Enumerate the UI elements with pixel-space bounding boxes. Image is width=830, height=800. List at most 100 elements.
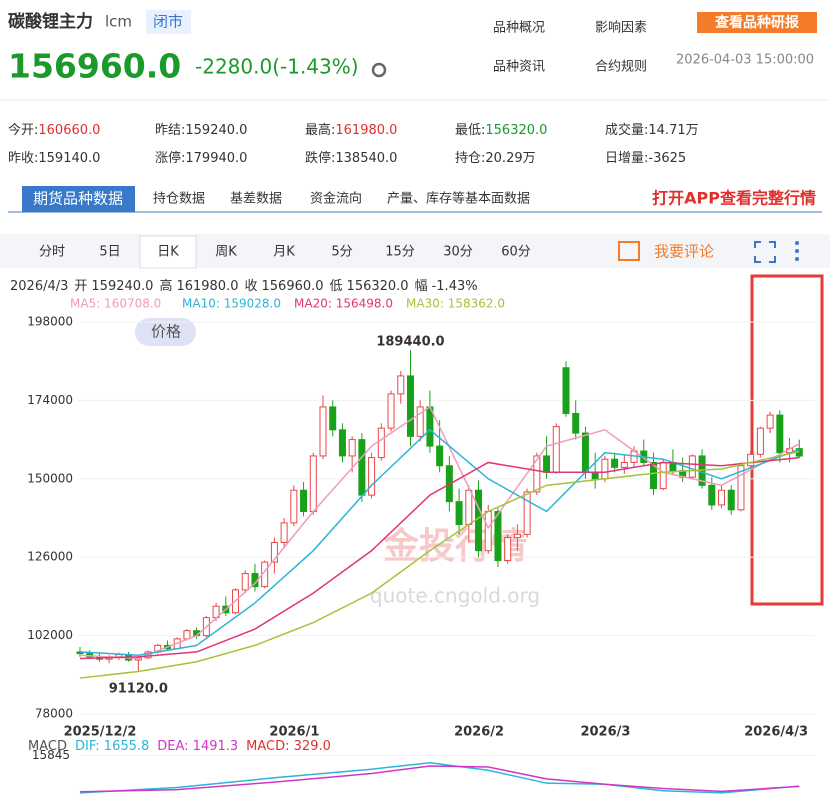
candle-body bbox=[649, 461, 657, 490]
comment-button[interactable]: 我要评论 bbox=[654, 243, 714, 261]
stat-value: 20.29万 bbox=[485, 151, 535, 166]
candle-body bbox=[776, 414, 784, 454]
period-tab-bg[interactable] bbox=[139, 235, 197, 269]
info-label: 收 bbox=[244, 279, 257, 294]
more-icon[interactable] bbox=[795, 241, 799, 261]
stat: 最高:161980.0 bbox=[305, 122, 397, 138]
macd-series: DIF: 1655.8 bbox=[75, 739, 149, 754]
stat: 跌停:138540.0 bbox=[305, 150, 397, 166]
period-tab[interactable]: 周K bbox=[215, 245, 237, 260]
info-value: 159240.0 bbox=[91, 279, 153, 294]
comment-icon[interactable] bbox=[618, 241, 640, 261]
candle-body bbox=[611, 458, 619, 468]
info-value: 161980.0 bbox=[176, 279, 238, 294]
stat-label: 昨收: bbox=[8, 151, 38, 166]
period-bar bbox=[0, 234, 830, 268]
candle-body bbox=[562, 367, 570, 414]
stat-label: 持仓: bbox=[455, 151, 485, 166]
ma-line bbox=[79, 450, 800, 679]
nav-link[interactable]: 品种资讯 bbox=[493, 60, 545, 75]
stat-label: 跌停: bbox=[305, 150, 335, 166]
dot bbox=[795, 257, 799, 261]
candle-body bbox=[338, 429, 346, 457]
stat-value: 160660.0 bbox=[38, 123, 100, 138]
data-tab[interactable]: 产量、库存等基本面数据 bbox=[387, 191, 530, 207]
legend-entry: MA10: 159028.0 bbox=[182, 297, 281, 311]
data-tab[interactable]: 持仓数据 bbox=[153, 192, 205, 207]
x-tick-label: 2026/3 bbox=[580, 725, 630, 740]
data-tab[interactable]: 资金流向 bbox=[310, 191, 362, 207]
axis-badge-bg bbox=[135, 318, 196, 346]
nav-link[interactable]: 品种概况 bbox=[493, 21, 545, 36]
y-tick-label: 78000 bbox=[35, 707, 73, 721]
y-tick-label: 198000 bbox=[27, 315, 73, 329]
ma-line bbox=[79, 456, 800, 660]
stat-value: 159240.0 bbox=[185, 123, 247, 138]
period-tab[interactable]: 15分 bbox=[385, 245, 415, 260]
stat-value: 156320.0 bbox=[485, 123, 547, 138]
info-date: 2026/4/3 bbox=[10, 279, 68, 294]
stat-value: 159140.0 bbox=[38, 151, 100, 166]
candle-body bbox=[543, 455, 551, 473]
watermark-url: quote.cngold.org bbox=[370, 584, 540, 608]
candle-body bbox=[504, 537, 512, 561]
macd-label: MACD bbox=[28, 739, 67, 754]
data-tab[interactable]: 基差数据 bbox=[230, 192, 282, 207]
period-tab[interactable]: 分时 bbox=[39, 245, 65, 260]
annotation: 189440.0 bbox=[376, 334, 444, 349]
nav-link[interactable]: 合约规则 bbox=[595, 60, 647, 75]
candle-body bbox=[533, 455, 541, 493]
candle-body bbox=[387, 393, 395, 429]
fullscreen-icon[interactable] bbox=[754, 241, 776, 263]
period-tab[interactable]: 30分 bbox=[443, 245, 473, 260]
refresh-ring bbox=[371, 62, 387, 78]
ma-line bbox=[79, 428, 800, 656]
stat-label: 日增量: bbox=[605, 151, 648, 166]
candle-body bbox=[397, 375, 405, 395]
ohlc-info: 2026/4/3 开 159240.0 高 161980.0 收 156960.0 低 1563… bbox=[10, 278, 478, 294]
candle-body bbox=[523, 491, 531, 535]
candle-body bbox=[494, 510, 502, 561]
stat-value: 161980.0 bbox=[335, 123, 397, 138]
price: 156960.0 bbox=[8, 47, 181, 86]
nav-link[interactable]: 影响因素 bbox=[595, 20, 647, 36]
info-label: 幅 bbox=[415, 279, 428, 294]
candle-body bbox=[183, 630, 191, 640]
stat-value: 14.71万 bbox=[648, 123, 698, 138]
info-label: 高 bbox=[159, 278, 172, 294]
period-tab[interactable]: 月K bbox=[273, 245, 295, 260]
stat-value: 138540.0 bbox=[335, 151, 397, 166]
period-tab[interactable]: 5分 bbox=[331, 245, 352, 260]
data-tab-bg[interactable] bbox=[22, 186, 135, 212]
research-button[interactable]: 查看品种研报 bbox=[715, 14, 799, 31]
fullscreen-path bbox=[754, 241, 776, 263]
stat-label: 今开: bbox=[8, 122, 38, 138]
candle-body bbox=[718, 489, 726, 506]
candle-body bbox=[455, 501, 463, 526]
refresh-icon[interactable] bbox=[371, 62, 387, 78]
candle-body bbox=[620, 461, 628, 468]
annotation: 91120.0 bbox=[109, 682, 168, 697]
candle-body bbox=[766, 414, 774, 429]
candle-body bbox=[465, 489, 473, 526]
info-label: 低 bbox=[330, 279, 343, 294]
candle-body bbox=[513, 533, 521, 539]
stat-label: 昨结: bbox=[155, 123, 185, 138]
candle-body bbox=[309, 455, 317, 512]
dot bbox=[795, 241, 799, 245]
research-button-bg[interactable] bbox=[697, 12, 817, 33]
info-value: 156960.0 bbox=[262, 279, 324, 294]
period-tab[interactable]: 60分 bbox=[501, 245, 531, 260]
axis-badge: 价格 bbox=[151, 323, 181, 341]
period-tab[interactable]: 日K bbox=[157, 245, 179, 260]
stat: 成交量:14.71万 bbox=[605, 122, 699, 138]
y-tick-label: 126000 bbox=[27, 550, 73, 564]
data-tab[interactable]: 期货品种数据 bbox=[33, 190, 123, 208]
candle-body bbox=[591, 471, 599, 480]
info-value: 156320.0 bbox=[347, 279, 409, 294]
candle-body bbox=[708, 484, 716, 506]
app-prompt[interactable]: 打开APP查看完整行情 bbox=[652, 189, 816, 208]
period-tab[interactable]: 5日 bbox=[99, 245, 120, 260]
x-tick-label: 2026/4/3 bbox=[744, 725, 808, 740]
